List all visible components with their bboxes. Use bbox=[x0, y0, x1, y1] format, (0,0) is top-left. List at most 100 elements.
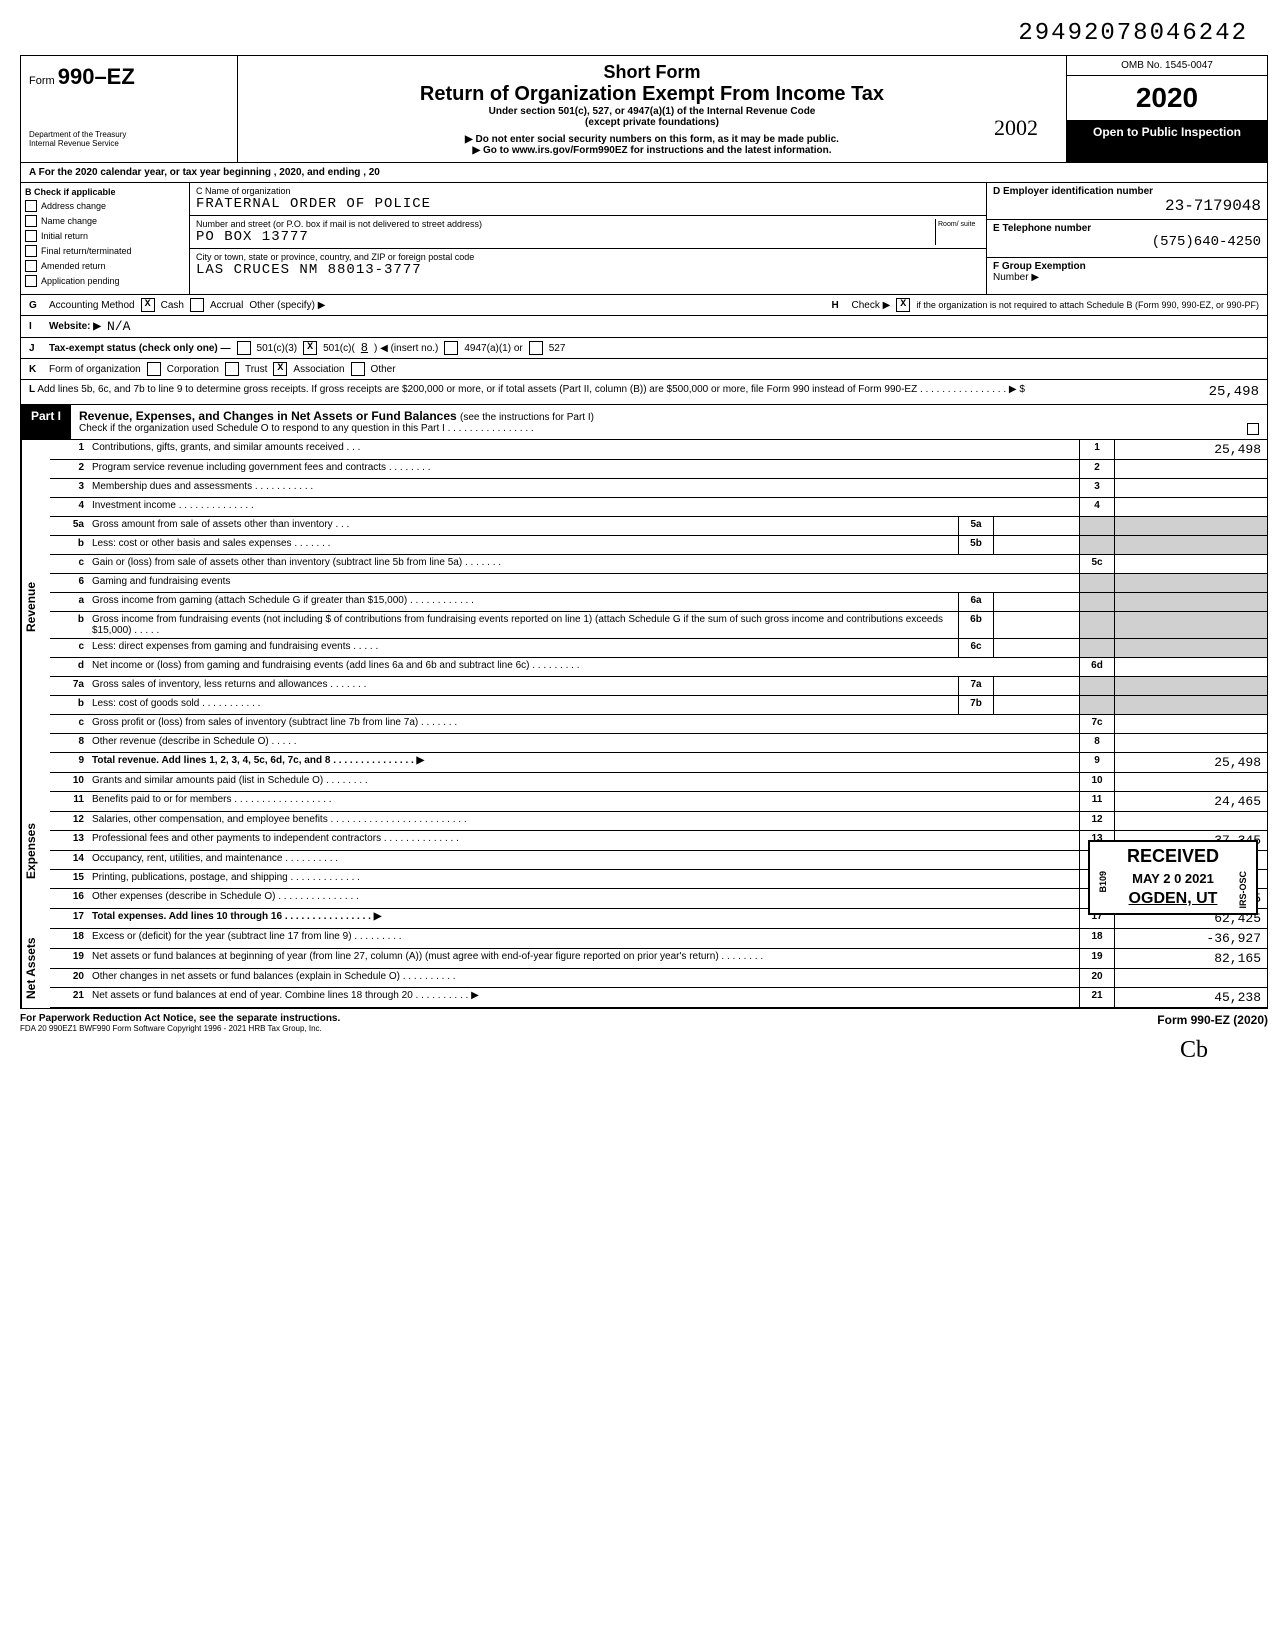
checkbox-address[interactable] bbox=[25, 200, 37, 212]
j-label: J bbox=[29, 343, 43, 354]
row-cell-number bbox=[1079, 536, 1114, 554]
row-mid-label: 6c bbox=[959, 639, 994, 657]
row-description: Other expenses (describe in Schedule O) … bbox=[88, 889, 1079, 908]
row-number: 12 bbox=[50, 812, 88, 830]
checkbox-h[interactable]: X bbox=[896, 298, 910, 312]
footer: For Paperwork Reduction Act Notice, see … bbox=[20, 1009, 1268, 1037]
checkbox-accrual[interactable] bbox=[190, 298, 204, 312]
other-org-label: Other bbox=[371, 364, 396, 375]
row-mid-label: 7a bbox=[959, 677, 994, 695]
table-row: 2Program service revenue including gover… bbox=[50, 460, 1267, 479]
row-number: 15 bbox=[50, 870, 88, 888]
form-number: 990–EZ bbox=[58, 64, 135, 89]
column-b: B Check if applicable Address change Nam… bbox=[21, 183, 190, 294]
checkbox-corp[interactable] bbox=[147, 362, 161, 376]
row-number: 4 bbox=[50, 498, 88, 516]
dept-irs: Internal Revenue Service bbox=[29, 139, 229, 148]
table-row: 8Other revenue (describe in Schedule O) … bbox=[50, 734, 1267, 753]
checkbox-assoc[interactable]: X bbox=[273, 362, 287, 376]
row-number: 16 bbox=[50, 889, 88, 908]
chk-pending-label: Application pending bbox=[41, 276, 120, 286]
checkbox-4947[interactable] bbox=[444, 341, 458, 355]
row-cell-number: 11 bbox=[1079, 792, 1114, 811]
netassets-side-label: Net Assets bbox=[21, 929, 50, 1008]
checkbox-pending[interactable] bbox=[25, 275, 37, 287]
row-description: Total revenue. Add lines 1, 2, 3, 4, 5c,… bbox=[88, 753, 1079, 772]
part1-sub: (see the instructions for Part I) bbox=[460, 412, 594, 423]
row-cell-number bbox=[1079, 696, 1114, 714]
checkbox-initial[interactable] bbox=[25, 230, 37, 242]
table-row: 14Occupancy, rent, utilities, and mainte… bbox=[50, 851, 1267, 870]
row-number: 3 bbox=[50, 479, 88, 497]
checkbox-trust[interactable] bbox=[225, 362, 239, 376]
row-number: 9 bbox=[50, 753, 88, 772]
table-row: cGain or (loss) from sale of assets othe… bbox=[50, 555, 1267, 574]
row-amount bbox=[1114, 715, 1267, 733]
info-block: B Check if applicable Address change Nam… bbox=[20, 183, 1268, 295]
signature-initials: Cb bbox=[20, 1037, 1268, 1064]
row-mid-value bbox=[994, 593, 1079, 611]
goto-line: ▶ Go to www.irs.gov/Form990EZ for instru… bbox=[244, 145, 1060, 156]
f-sub-label: Number ▶ bbox=[993, 272, 1261, 283]
row-number: 8 bbox=[50, 734, 88, 752]
received-stamp: RECEIVED B109 MAY 2 0 2021 IRS-OSC OGDEN… bbox=[1088, 840, 1258, 915]
assoc-label: Association bbox=[293, 364, 344, 375]
row-description: Grants and similar amounts paid (list in… bbox=[88, 773, 1079, 791]
table-row: 4Investment income . . . . . . . . . . .… bbox=[50, 498, 1267, 517]
city-label: City or town, state or province, country… bbox=[196, 252, 474, 262]
row-number: a bbox=[50, 593, 88, 611]
checkbox-amended[interactable] bbox=[25, 260, 37, 272]
checkbox-527[interactable] bbox=[529, 341, 543, 355]
handwritten-year: 2002 bbox=[994, 115, 1038, 141]
checkbox-501c3[interactable] bbox=[237, 341, 251, 355]
row-amount bbox=[1114, 612, 1267, 638]
checkbox-schedule-o[interactable] bbox=[1247, 423, 1259, 435]
expenses-section: Expenses 10Grants and similar amounts pa… bbox=[20, 773, 1268, 929]
row-description: Gross income from gaming (attach Schedul… bbox=[88, 593, 958, 611]
row-amount bbox=[1114, 498, 1267, 516]
checkbox-cash[interactable]: X bbox=[141, 298, 155, 312]
expenses-side-label: Expenses bbox=[21, 773, 50, 929]
revenue-side-label: Revenue bbox=[21, 440, 50, 773]
501c3-label: 501(c)(3) bbox=[257, 343, 298, 354]
row-amount bbox=[1114, 555, 1267, 573]
row-description: Membership dues and assessments . . . . … bbox=[88, 479, 1079, 497]
row-description: Other revenue (describe in Schedule O) .… bbox=[88, 734, 1079, 752]
line-k: K Form of organization Corporation Trust… bbox=[20, 359, 1268, 380]
line-g-h: G Accounting Method X Cash Accrual Other… bbox=[20, 295, 1268, 316]
table-row: 11Benefits paid to or for members . . . … bbox=[50, 792, 1267, 812]
row-cell-number bbox=[1079, 612, 1114, 638]
h-label: H bbox=[831, 300, 845, 311]
row-description: Occupancy, rent, utilities, and maintena… bbox=[88, 851, 1079, 869]
row-number: 18 bbox=[50, 929, 88, 948]
stamp-date: MAY 2 0 2021 bbox=[1132, 871, 1214, 886]
row-description: Gross sales of inventory, less returns a… bbox=[88, 677, 958, 695]
row-amount bbox=[1114, 479, 1267, 497]
checkbox-other-org[interactable] bbox=[351, 362, 365, 376]
row-description: Salaries, other compensation, and employ… bbox=[88, 812, 1079, 830]
row-description: Gain or (loss) from sale of assets other… bbox=[88, 555, 1079, 573]
row-mid-label: 6b bbox=[959, 612, 994, 638]
part1-title: Revenue, Expenses, and Changes in Net As… bbox=[79, 409, 457, 423]
cash-label: Cash bbox=[161, 300, 184, 311]
checkbox-final[interactable] bbox=[25, 245, 37, 257]
stamp-received: RECEIVED bbox=[1098, 846, 1248, 867]
row-description: Printing, publications, postage, and shi… bbox=[88, 870, 1079, 888]
row-number: 10 bbox=[50, 773, 88, 791]
row-number: c bbox=[50, 715, 88, 733]
row-mid: 7b bbox=[958, 696, 1079, 714]
row-amount bbox=[1114, 536, 1267, 554]
chk-address-label: Address change bbox=[41, 201, 106, 211]
row-description: Gross amount from sale of assets other t… bbox=[88, 517, 958, 535]
row-cell-number: 7c bbox=[1079, 715, 1114, 733]
l-label: L bbox=[29, 384, 35, 395]
room-suite: Room/ suite bbox=[935, 219, 980, 245]
g-label: G bbox=[29, 300, 43, 311]
table-row: 18Excess or (deficit) for the year (subt… bbox=[50, 929, 1267, 949]
checkbox-name[interactable] bbox=[25, 215, 37, 227]
row-number: b bbox=[50, 612, 88, 638]
checkbox-501c[interactable]: X bbox=[303, 341, 317, 355]
row-mid: 7a bbox=[958, 677, 1079, 695]
row-amount: 25,498 bbox=[1114, 440, 1267, 459]
chk-initial-label: Initial return bbox=[41, 231, 88, 241]
